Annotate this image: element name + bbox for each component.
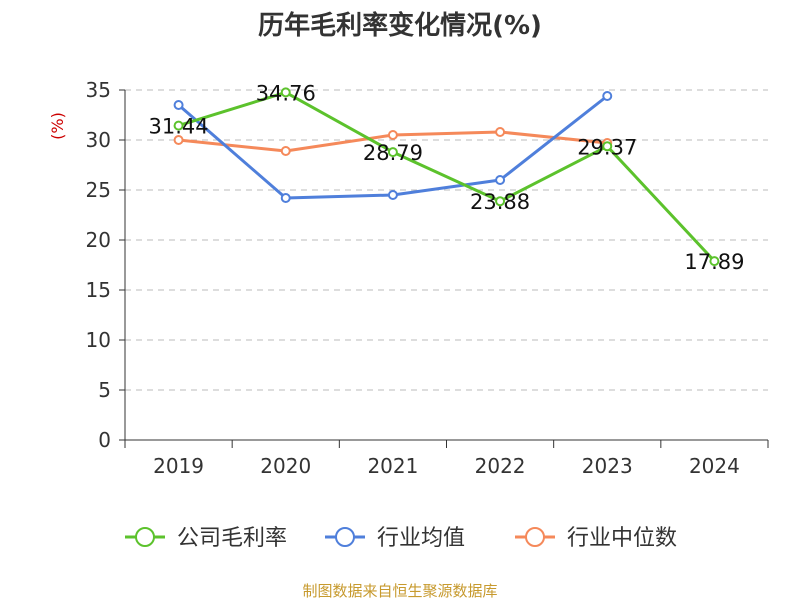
legend-marker-0 — [135, 527, 155, 547]
data-labels: 31.44 34.76 28.79 23.88 29.37 17.89 — [149, 81, 745, 274]
y-axis-label: (%) — [48, 112, 67, 140]
legend-marker-2 — [525, 527, 545, 547]
x-tick-label: 2023 — [582, 454, 633, 478]
series-line-0 — [178, 90, 716, 263]
x-tick-label: 2020 — [260, 454, 311, 478]
series-lines — [173, 87, 720, 267]
data-label: 23.88 — [470, 190, 530, 214]
axes: 0 5 10 15 20 25 30 35 2019 2020 2021 2022 2023 2024 — [86, 78, 769, 478]
y-tick-label: 35 — [86, 78, 111, 102]
legend: 公司毛利率 行业均值 行业中位数 — [125, 526, 677, 551]
x-tick-label: 2021 — [367, 454, 418, 478]
data-point — [602, 141, 613, 152]
gridlines — [125, 89, 768, 391]
data-point — [387, 190, 398, 200]
source-note: 制图数据来自恒生聚源数据库 — [302, 582, 497, 600]
x-tick-label: 2019 — [153, 454, 204, 478]
y-tick-label: 30 — [86, 128, 111, 152]
data-point — [495, 196, 506, 207]
data-point — [173, 100, 184, 110]
data-point — [173, 135, 184, 145]
y-tick-label: 5 — [98, 378, 111, 402]
y-tick-label: 25 — [86, 178, 111, 202]
x-tick-label: 2024 — [689, 454, 740, 478]
data-label: 31.44 — [149, 115, 209, 139]
data-point — [173, 120, 184, 131]
x-tick-label: 2022 — [475, 454, 526, 478]
data-point — [387, 130, 398, 140]
y-tick-label: 10 — [86, 328, 111, 352]
legend-label: 公司毛利率 — [177, 526, 287, 551]
y-tick-label: 15 — [86, 278, 111, 302]
data-label: 28.79 — [363, 141, 423, 165]
data-point — [709, 256, 720, 267]
legend-label: 行业均值 — [377, 526, 465, 551]
data-point — [280, 146, 291, 156]
chart-title: 历年毛利率变化情况(%) — [258, 10, 542, 41]
data-point — [387, 147, 398, 158]
data-label: 17.89 — [684, 250, 744, 274]
data-point — [280, 193, 291, 203]
data-point — [602, 91, 613, 101]
data-label: 34.76 — [256, 81, 316, 105]
y-tick-label: 0 — [98, 428, 111, 452]
data-point — [495, 175, 506, 185]
data-label: 29.37 — [577, 135, 637, 159]
legend-marker-1 — [335, 527, 355, 547]
data-point — [280, 87, 291, 98]
legend-label: 行业中位数 — [567, 526, 677, 551]
y-tick-label: 20 — [86, 228, 111, 252]
data-point — [495, 127, 506, 137]
